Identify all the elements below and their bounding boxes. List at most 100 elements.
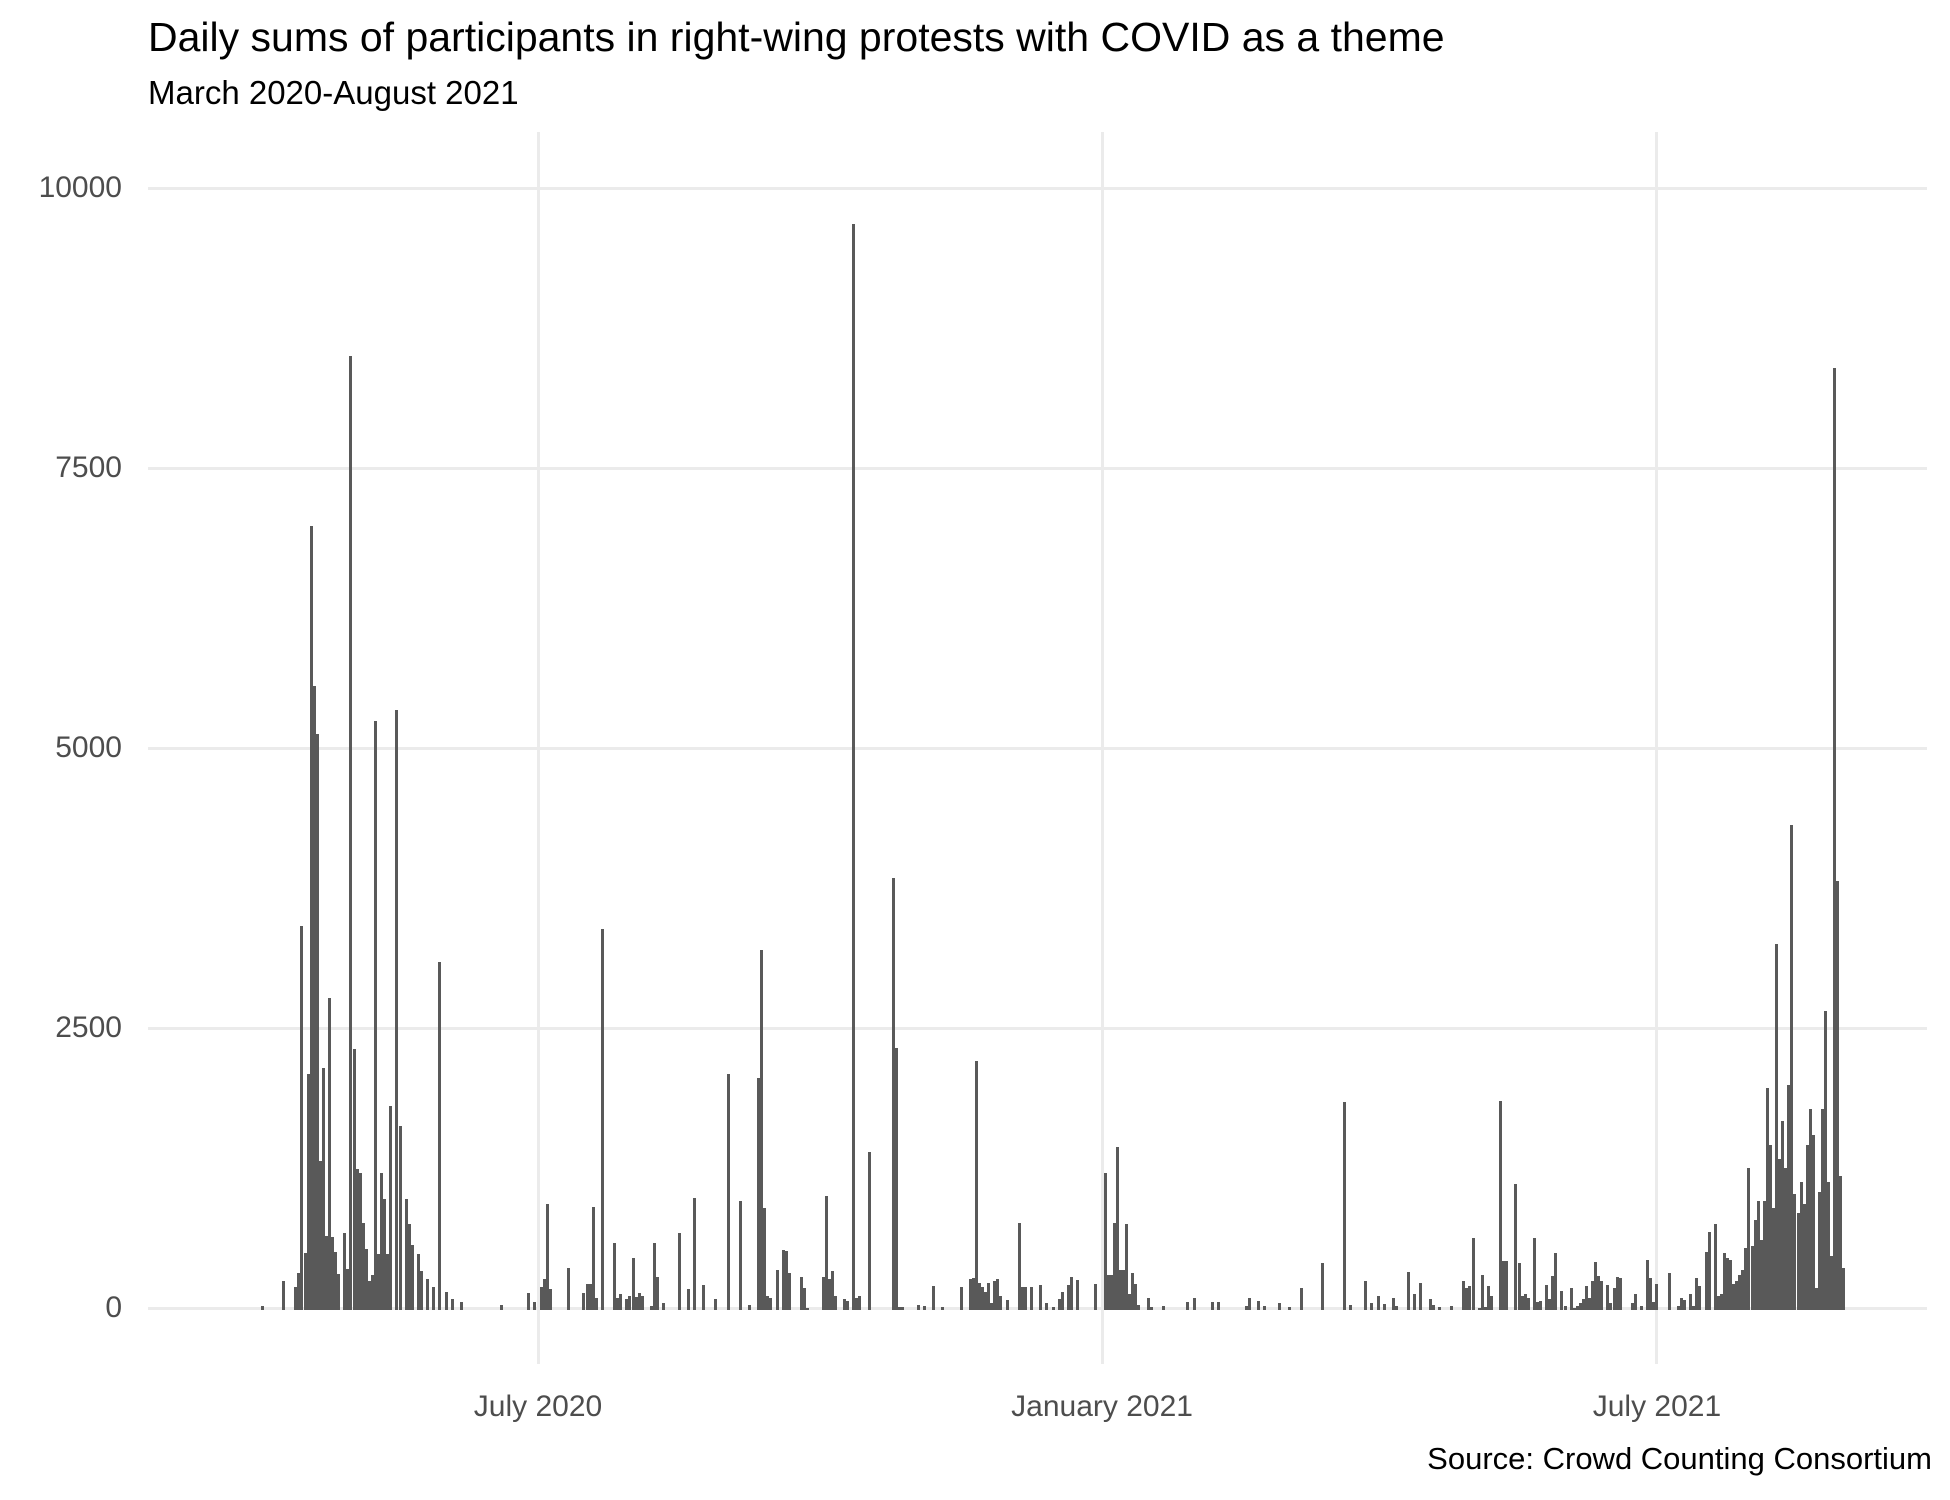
bar	[539, 1286, 543, 1310]
bar	[343, 1232, 347, 1310]
bar	[1535, 1302, 1539, 1310]
bar	[1146, 1297, 1150, 1310]
bar	[407, 1224, 411, 1310]
bar	[760, 950, 764, 1310]
bar	[1640, 1306, 1644, 1310]
bar	[282, 1281, 286, 1310]
bar	[1575, 1306, 1579, 1310]
bar	[702, 1285, 706, 1310]
bar	[383, 1199, 387, 1310]
bar	[1217, 1302, 1221, 1310]
bar	[686, 1289, 690, 1310]
bar	[1020, 1286, 1024, 1310]
bar	[1394, 1306, 1398, 1310]
bar	[1817, 1191, 1821, 1310]
bar	[803, 1287, 807, 1310]
bar	[781, 1249, 785, 1310]
bar	[1732, 1284, 1736, 1310]
bar	[438, 961, 442, 1310]
bar	[1060, 1291, 1064, 1310]
bar	[1563, 1305, 1567, 1310]
bar	[1765, 1088, 1769, 1310]
bar	[260, 1306, 264, 1310]
bar	[1030, 1287, 1034, 1310]
bar	[1526, 1297, 1530, 1310]
bar	[640, 1295, 644, 1310]
bar	[1793, 1193, 1797, 1310]
bar	[1287, 1307, 1291, 1310]
bar	[1321, 1263, 1325, 1310]
bar	[726, 1074, 730, 1310]
bar	[977, 1283, 981, 1310]
bar	[1808, 1108, 1812, 1310]
bar	[377, 1254, 381, 1310]
bar	[692, 1197, 696, 1310]
bar	[763, 1208, 767, 1310]
bar	[303, 1253, 307, 1310]
bar	[677, 1232, 681, 1310]
bar	[1630, 1302, 1634, 1310]
bar	[1348, 1305, 1352, 1310]
bar	[1839, 1175, 1843, 1310]
bar	[1771, 1207, 1775, 1310]
bar	[1523, 1294, 1527, 1310]
bar	[1057, 1299, 1061, 1310]
bar	[499, 1304, 503, 1310]
bar	[1824, 1011, 1828, 1310]
bar	[1753, 1219, 1757, 1310]
x-tick-label: July 2021	[1592, 1390, 1722, 1423]
y-tick-label: 2500	[55, 1011, 122, 1044]
bar	[1122, 1269, 1126, 1310]
bar	[334, 1252, 338, 1310]
bar	[1256, 1301, 1260, 1310]
bar	[1342, 1101, 1346, 1310]
bar	[1655, 1284, 1659, 1310]
bar	[410, 1244, 414, 1310]
bar	[1137, 1304, 1141, 1310]
bar	[1722, 1253, 1726, 1310]
bar	[1692, 1305, 1696, 1310]
bar	[1554, 1253, 1558, 1310]
bar	[349, 355, 353, 1310]
bar	[346, 1268, 350, 1310]
bar	[358, 1172, 362, 1310]
bar	[1581, 1299, 1585, 1310]
bar	[1023, 1286, 1027, 1310]
bar	[294, 1286, 298, 1310]
bar	[594, 1297, 598, 1310]
bar	[361, 1222, 365, 1310]
bar	[370, 1275, 374, 1310]
bar	[1719, 1294, 1723, 1310]
bar	[1517, 1263, 1521, 1310]
bar	[1514, 1183, 1518, 1310]
bar	[652, 1242, 656, 1310]
bar	[1247, 1297, 1251, 1310]
bar	[1741, 1269, 1745, 1310]
bar	[1125, 1224, 1129, 1310]
bar	[1428, 1298, 1432, 1310]
bar	[824, 1195, 828, 1310]
bar	[931, 1286, 935, 1310]
bar	[959, 1287, 963, 1310]
bar	[1781, 1120, 1785, 1310]
bar	[1768, 1144, 1772, 1310]
bar	[1115, 1146, 1119, 1310]
x-gridline	[1655, 132, 1659, 1364]
bar	[444, 1292, 448, 1310]
bar	[548, 1288, 552, 1310]
bar	[1756, 1201, 1760, 1310]
bar	[426, 1278, 430, 1310]
bar	[1584, 1286, 1588, 1310]
bar	[1483, 1306, 1487, 1310]
bar	[459, 1302, 463, 1310]
bar	[450, 1298, 454, 1310]
bar	[1735, 1281, 1739, 1310]
bar	[1784, 1168, 1788, 1310]
bar	[582, 1292, 586, 1310]
bar	[1683, 1300, 1687, 1310]
bar	[1799, 1181, 1803, 1310]
bar	[1842, 1268, 1846, 1310]
bar	[1017, 1223, 1021, 1310]
bar	[420, 1271, 423, 1310]
